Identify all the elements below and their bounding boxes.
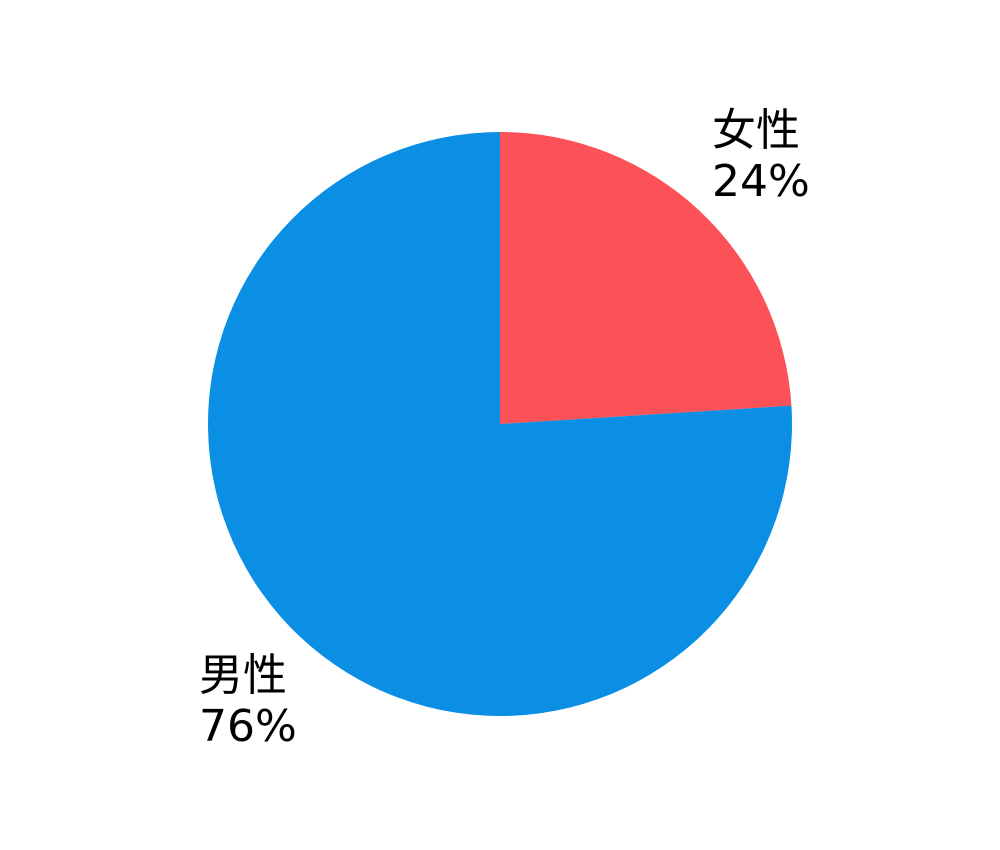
pie-label-female-value: 24% (712, 156, 810, 207)
pie-slice-female[interactable] (500, 132, 792, 424)
pie-label-female-name: 女性 (712, 105, 800, 156)
pie-label-male-value: 76% (199, 701, 297, 752)
pie-slices (208, 132, 793, 716)
pie-label-male-name: 男性 (199, 650, 287, 701)
pie-label-male: 男性 76% (199, 650, 297, 752)
pie-label-female: 女性 24% (712, 105, 810, 207)
pie-slice-male[interactable] (208, 132, 793, 716)
